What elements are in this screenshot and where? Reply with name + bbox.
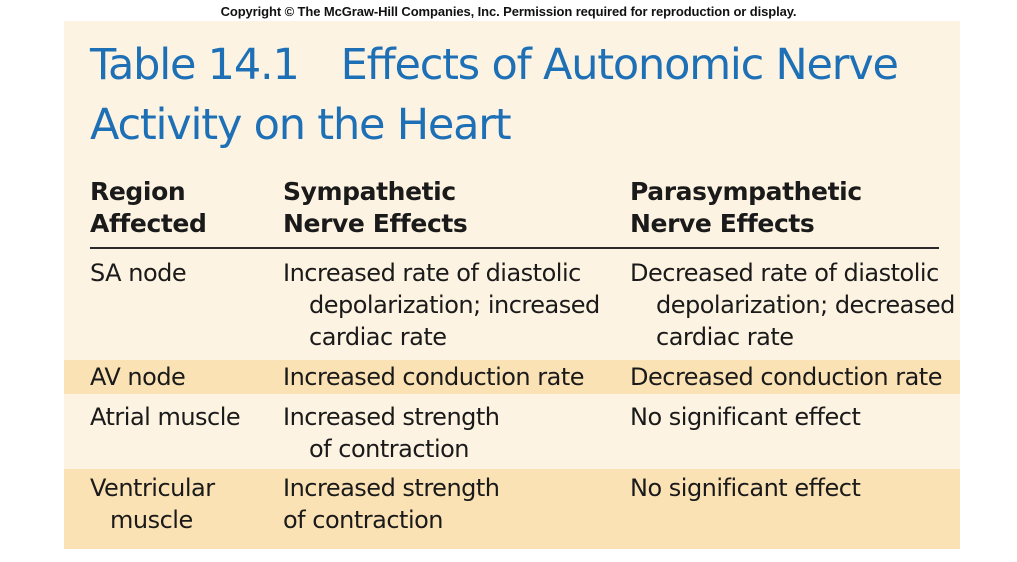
- row-av-node-sympathetic: Increased conduction rate: [283, 361, 613, 393]
- effect-line: depolarization; decreased: [656, 291, 955, 319]
- row-sa-node-sympathetic: Increased rate of diastolic depolarizati…: [283, 257, 613, 353]
- row-av-node-parasympathetic: Decreased conduction rate: [630, 361, 960, 393]
- column-header-region-line-1: Region: [90, 177, 186, 206]
- region-line: muscle: [110, 506, 193, 534]
- row-atrial-muscle-parasympathetic: No significant effect: [630, 401, 960, 433]
- column-header-sympathetic: Sympathetic Nerve Effects: [283, 176, 613, 240]
- title-line-2: Activity on the Heart: [90, 100, 512, 150]
- row-ventricular-muscle-shading: [64, 469, 960, 549]
- row-av-node-shading: [64, 360, 960, 394]
- effect-line: of contraction: [309, 435, 470, 463]
- row-sa-node-parasympathetic: Decreased rate of diastolic depolarizati…: [630, 257, 960, 353]
- column-header-parasympathetic-line-1: Parasympathetic: [630, 177, 862, 206]
- effect-line: Increased conduction rate: [283, 363, 585, 391]
- row-sa-node-region: SA node: [90, 257, 280, 289]
- effect-line: Decreased rate of diastolic: [630, 259, 939, 287]
- effect-line: cardiac rate: [309, 323, 447, 351]
- row-ventricular-muscle-sympathetic: Increased strength of contraction: [283, 472, 613, 536]
- column-header-sympathetic-line-2: Nerve Effects: [283, 209, 468, 238]
- region-line: Ventricular: [90, 474, 215, 502]
- effect-line: Increased strength: [283, 403, 500, 431]
- column-header-region: Region Affected: [90, 176, 280, 240]
- effect-line: Decreased conduction rate: [630, 363, 942, 391]
- row-ventricular-muscle-parasympathetic: No significant effect: [630, 472, 960, 504]
- row-atrial-muscle-region: Atrial muscle: [90, 401, 280, 433]
- effect-line: cardiac rate: [656, 323, 794, 351]
- region-line: Atrial muscle: [90, 403, 241, 431]
- column-header-parasympathetic-line-2: Nerve Effects: [630, 209, 815, 238]
- row-av-node-region: AV node: [90, 361, 280, 393]
- effect-line: No significant effect: [630, 403, 861, 431]
- copyright-notice: Copyright © The McGraw-Hill Companies, I…: [220, 4, 797, 19]
- effect-line: Increased strength: [283, 474, 500, 502]
- table-title: Table 14.1 Effects of Autonomic Nerve Act…: [90, 35, 950, 155]
- header-divider: [90, 247, 939, 249]
- row-atrial-muscle-sympathetic: Increased strength of contraction: [283, 401, 613, 465]
- row-ventricular-muscle-region: Ventricular muscle: [90, 472, 280, 536]
- region-line: SA node: [90, 259, 187, 287]
- effect-line: No significant effect: [630, 474, 861, 502]
- title-text-line-1: Effects of Autonomic Nerve: [340, 40, 899, 90]
- table-number: Table 14.1: [90, 40, 300, 90]
- table-panel: Table 14.1 Effects of Autonomic Nerve Act…: [64, 21, 960, 549]
- effect-line: depolarization; increased: [309, 291, 600, 319]
- region-line: AV node: [90, 363, 186, 391]
- column-header-sympathetic-line-1: Sympathetic: [283, 177, 456, 206]
- effect-line: of contraction: [283, 506, 444, 534]
- effect-line: Increased rate of diastolic: [283, 259, 581, 287]
- column-header-parasympathetic: Parasympathetic Nerve Effects: [630, 176, 960, 240]
- column-header-region-line-2: Affected: [90, 209, 207, 238]
- title-line-1: Table 14.1 Effects of Autonomic Nerve: [90, 40, 899, 90]
